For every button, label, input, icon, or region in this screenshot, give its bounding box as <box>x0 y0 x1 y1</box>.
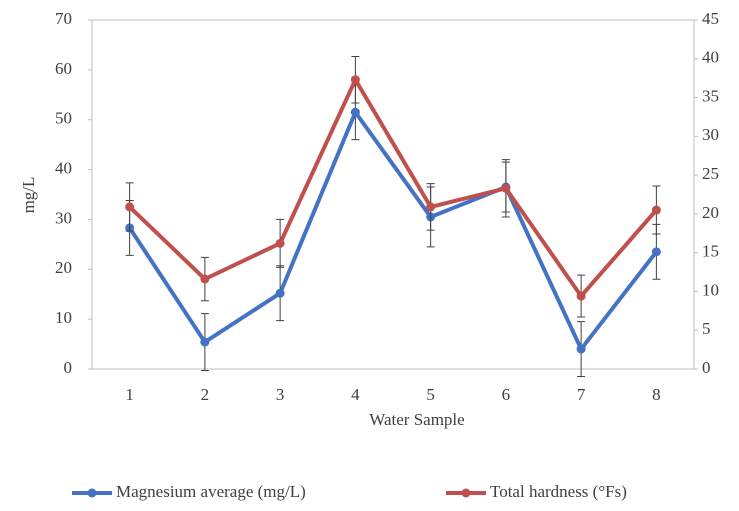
x-tick-label: 4 <box>351 385 360 404</box>
y-tick-label: 0 <box>64 358 73 377</box>
data-point <box>651 247 661 257</box>
data-point <box>200 337 210 347</box>
y-tick-label: 70 <box>55 9 72 28</box>
plot-frame <box>91 19 695 370</box>
y2-tick-label: 45 <box>702 9 719 28</box>
data-point <box>350 107 360 117</box>
y2-tick-label: 35 <box>702 86 719 105</box>
data-point <box>426 202 436 212</box>
legend-marker <box>87 488 97 498</box>
y2-tick-label: 0 <box>702 358 711 377</box>
data-point <box>275 288 285 298</box>
data-point <box>576 344 586 354</box>
y-tick-label: 20 <box>55 258 72 277</box>
legend-marker <box>461 488 471 498</box>
data-point <box>200 274 210 284</box>
y-axis-title: mg/L <box>19 177 38 214</box>
y2-tick-label: 25 <box>702 164 719 183</box>
series-line <box>127 110 658 352</box>
x-tick-label: 3 <box>276 385 285 404</box>
x-tick-label: 7 <box>577 385 586 404</box>
x-tick-label: 1 <box>125 385 134 404</box>
x-tick-label: 2 <box>201 385 210 404</box>
y2-tick-label: 40 <box>702 48 719 67</box>
x-tick-label: 8 <box>652 385 661 404</box>
y-tick-label: 60 <box>55 59 72 78</box>
legend-label: Magnesium average (mg/L) <box>116 482 306 501</box>
y2-tick-label: 15 <box>702 242 719 261</box>
y2-tick-label: 5 <box>702 319 711 338</box>
data-point <box>350 75 360 85</box>
x-axis-title: Water Sample <box>369 410 464 429</box>
y2-tick-label: 30 <box>702 125 719 144</box>
series-line <box>128 77 658 299</box>
legend-label: Total hardness (°Fs) <box>490 482 627 501</box>
y-tick-label: 30 <box>55 208 72 227</box>
x-tick-label: 6 <box>502 385 511 404</box>
x-tick-label: 5 <box>426 385 435 404</box>
data-point <box>501 183 511 193</box>
data-point <box>576 291 586 301</box>
y-tick-label: 50 <box>55 109 72 128</box>
data-point <box>651 205 661 215</box>
y2-tick-label: 10 <box>702 280 719 299</box>
y-tick-label: 40 <box>55 158 72 177</box>
y2-tick-label: 20 <box>702 203 719 222</box>
data-point <box>125 202 135 212</box>
y-tick-label: 10 <box>55 308 72 327</box>
data-point <box>275 238 285 248</box>
